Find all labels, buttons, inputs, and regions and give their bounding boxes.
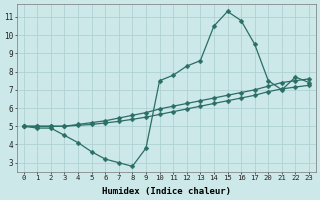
X-axis label: Humidex (Indice chaleur): Humidex (Indice chaleur) (102, 187, 231, 196)
